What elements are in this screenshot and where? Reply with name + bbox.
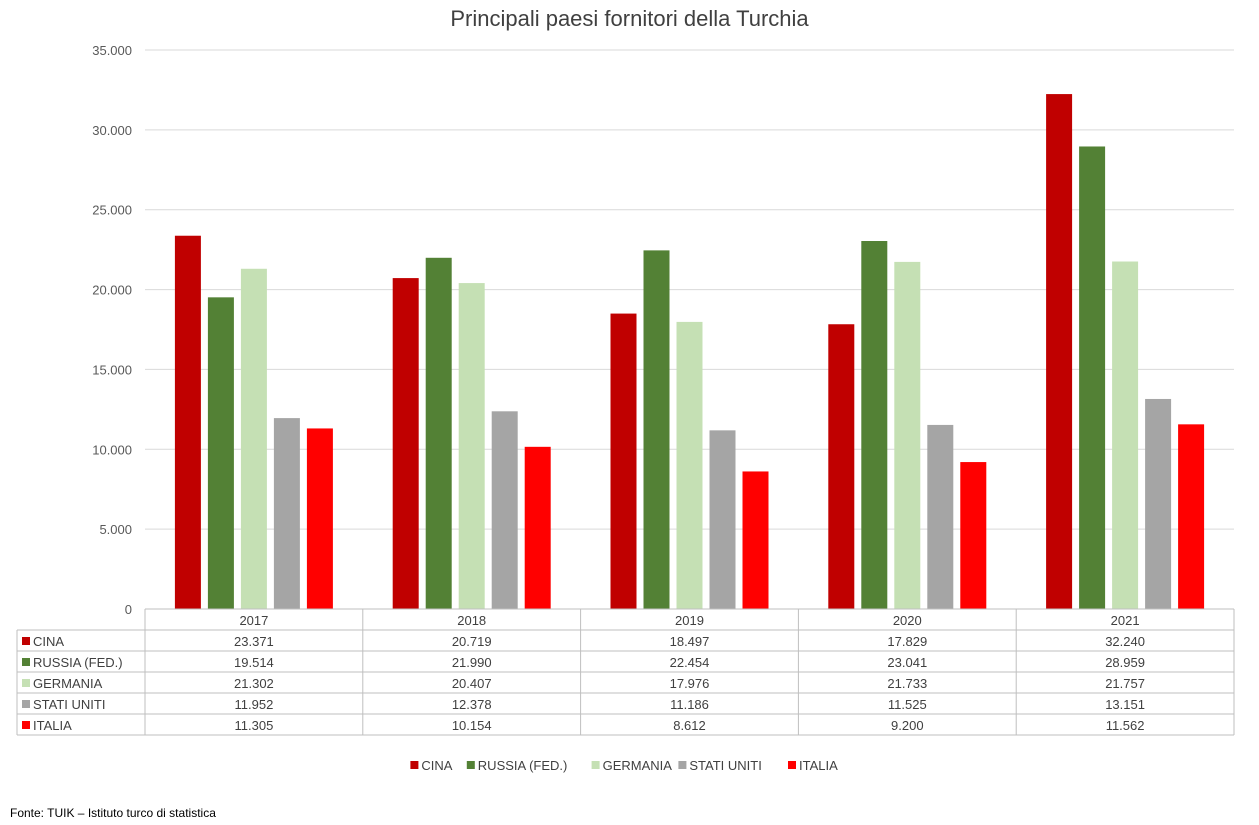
legend-key [591,761,600,769]
bar-germania-2018 [458,283,485,609]
table-cell-value: 18.497 [670,634,710,649]
bar-cina-2020 [828,324,855,609]
table-cell-value: 12.378 [452,697,492,712]
table-cell-value: 23.371 [234,634,274,649]
bar-italia-2019 [742,471,769,609]
table-cell-value: 19.514 [234,655,274,670]
x-tick-label: 2020 [893,613,922,628]
legend-key [678,761,687,769]
table-legend-key [22,721,30,729]
bar-italia-2018 [524,446,551,609]
x-tick-label: 2019 [675,613,704,628]
table-cell-value: 17.829 [887,634,927,649]
table-series-label: RUSSIA (FED.) [33,655,123,670]
table-cell-value: 21.757 [1105,676,1145,691]
y-tick-label: 20.000 [92,283,132,298]
legend-key [466,761,475,769]
bar-cina-2019 [610,313,637,609]
bar-russia-fed--2017 [207,297,234,609]
bar-italia-2017 [306,428,333,609]
table-cell-value: 20.407 [452,676,492,691]
table-cell-value: 10.154 [452,718,492,733]
y-tick-label: 5.000 [99,522,132,537]
bar-cina-2017 [174,235,201,609]
table-series-label: GERMANIA [33,676,103,691]
y-tick-label: 25.000 [92,203,132,218]
legend-key [410,761,419,769]
bar-italia-2021 [1178,424,1205,609]
bar-germania-2017 [240,268,267,609]
table-cell-value: 17.976 [670,676,710,691]
table-series-label: ITALIA [33,718,72,733]
bar-russia-fed--2021 [1079,146,1106,609]
table-cell-value: 11.186 [670,697,709,712]
table-cell-value: 22.454 [670,655,710,670]
table-cell-value: 28.959 [1105,655,1145,670]
bar-cina-2018 [392,278,419,609]
table-cell-value: 9.200 [891,718,924,733]
y-tick-label: 15.000 [92,362,132,377]
table-legend-key [22,637,30,645]
legend-label: ITALIA [799,758,838,773]
legend-label: RUSSIA (FED.) [478,758,568,773]
legend-label: CINA [421,758,452,773]
legend-label: STATI UNITI [689,758,761,773]
bar-germania-2019 [676,321,703,609]
table-cell-value: 11.952 [235,697,274,712]
source-note: Fonte: TUIK – Istituto turco di statisti… [10,806,216,820]
table-legend-key [22,700,30,708]
y-tick-label: 35.000 [92,43,132,58]
x-tick-label: 2021 [1111,613,1140,628]
table-cell-value: 11.525 [888,697,927,712]
bar-stati-uniti-2018 [491,411,518,609]
legend-label: GERMANIA [603,758,673,773]
table-series-label: STATI UNITI [33,697,105,712]
table-legend-key [22,658,30,666]
x-tick-label: 2018 [457,613,486,628]
y-tick-label: 30.000 [92,123,132,138]
x-tick-label: 2017 [239,613,268,628]
bar-germania-2020 [894,261,921,609]
bar-russia-fed--2020 [861,241,888,609]
table-cell-value: 32.240 [1105,634,1145,649]
bar-stati-uniti-2019 [709,430,736,609]
bar-russia-fed--2018 [425,257,452,609]
table-cell-value: 11.305 [235,718,274,733]
table-cell-value: 21.990 [452,655,492,670]
bar-russia-fed--2019 [643,250,670,609]
table-cell-value: 20.719 [452,634,492,649]
bar-germania-2021 [1112,261,1139,609]
table-cell-value: 13.151 [1105,697,1145,712]
bar-stati-uniti-2017 [273,418,300,609]
legend-key [788,761,796,769]
bar-stati-uniti-2021 [1145,398,1172,609]
table-cell-value: 23.041 [887,655,927,670]
table-legend-key [22,679,30,687]
table-cell-value: 11.562 [1106,718,1145,733]
table-series-label: CINA [33,634,64,649]
table-cell-value: 21.302 [234,676,274,691]
bar-italia-2020 [960,462,987,609]
chart: 0 5.000 10.000 15.000 20.000 25.000 30.000 35.0… [16,43,1235,773]
bar-stati-uniti-2020 [927,424,954,609]
chart-title: Principali paesi fornitori della Turchia [450,6,809,31]
table-cell-value: 8.612 [673,718,706,733]
y-tick-label: 0 [125,602,132,617]
table-cell-value: 21.733 [887,676,927,691]
y-tick-label: 10.000 [92,442,132,457]
bar-cina-2021 [1046,94,1073,609]
